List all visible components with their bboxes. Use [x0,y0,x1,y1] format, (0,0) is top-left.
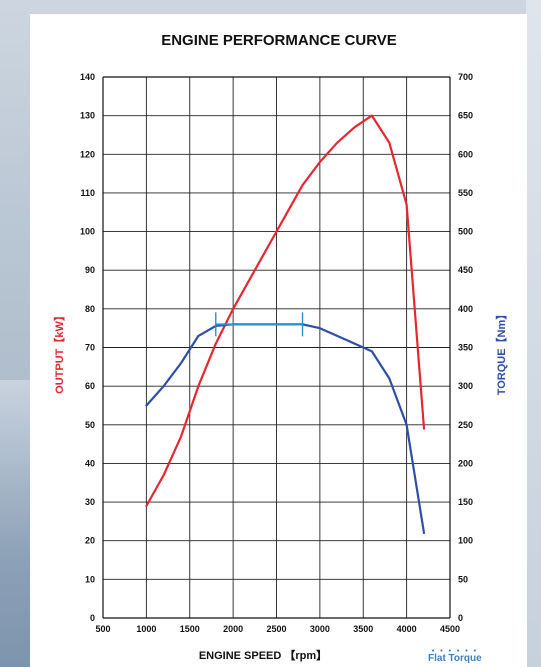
y-tick-label-torque: 250 [458,420,473,430]
x-tick-label: 4000 [397,624,417,634]
y-tick-label-torque: 700 [458,72,473,82]
grid-lines [103,77,450,618]
y-axis-label-output: OUTPUT【kW】 [53,310,66,394]
y-tick-label-torque: 550 [458,188,473,198]
y-tick-label-output: 60 [85,381,95,391]
y-tick-label-output: 80 [85,304,95,314]
flat-torque-badge: • • • • • • Flat Torque [422,645,488,667]
y-tick-label-torque: 600 [458,149,473,159]
y-tick-label-output: 70 [85,343,95,353]
y-tick-label-torque: 350 [458,343,473,353]
y-tick-label-output: 20 [85,536,95,546]
series-line-output [145,114,426,507]
y-tick-label-output: 0 [90,613,95,623]
flat-torque-label: Flat Torque [428,653,482,664]
y-tick-label-output: 140 [80,72,95,82]
series-lines [145,114,426,535]
y-axis-label-torque: TORQUE【Nm】 [495,309,508,396]
y-tick-label-torque: 450 [458,265,473,275]
y-tick-label-torque: 500 [458,227,473,237]
y-tick-label-torque: 650 [458,111,473,121]
y-tick-label-torque: 300 [458,381,473,391]
x-tick-label: 1000 [136,624,156,634]
y-tick-label-output: 10 [85,574,95,584]
y-tick-label-output: 110 [80,188,95,198]
y-tick-label-output: 90 [85,265,95,275]
x-tick-label: 3000 [310,624,330,634]
x-tick-label: 3500 [353,624,373,634]
y-tick-label-torque: 200 [458,458,473,468]
y-tick-label-output: 100 [80,227,95,237]
y-tick-label-torque: 50 [458,574,468,584]
y-tick-label-torque: 100 [458,536,473,546]
y-tick-label-torque: 0 [458,613,463,623]
x-tick-label: 4500 [440,624,460,634]
y-tick-label-output: 50 [85,420,95,430]
flat-torque-dots-icon: • • • • • • [431,647,478,655]
y-tick-label-output: 120 [80,149,95,159]
x-tick-label: 2500 [266,624,286,634]
chart-panel: ENGINE PERFORMANCE CURVE 500 1000 1500 2000… [30,14,527,667]
chart-title: ENGINE PERFORMANCE CURVE [161,32,397,49]
background-right-strip [526,0,541,667]
engine-performance-chart: ENGINE PERFORMANCE CURVE 500 1000 1500 2000… [53,32,508,662]
y-tick-label-torque: 400 [458,304,473,314]
y-tick-label-output: 30 [85,497,95,507]
axes [102,76,451,619]
x-tick-label: 500 [95,624,110,634]
x-tick-label: 1500 [180,624,200,634]
background-left-strip [0,380,30,667]
y-tick-label-output: 130 [80,111,95,121]
x-axis-label: ENGINE SPEED 【rpm】 [199,649,327,662]
x-tick-label: 2000 [223,624,243,634]
tick-labels: 500 1000 1500 2000 2500 3000 3500 4000 450001020… [80,72,473,634]
y-tick-label-output: 40 [85,458,95,468]
y-tick-label-torque: 150 [458,497,473,507]
